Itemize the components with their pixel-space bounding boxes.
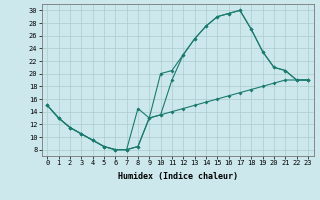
- X-axis label: Humidex (Indice chaleur): Humidex (Indice chaleur): [118, 172, 237, 181]
